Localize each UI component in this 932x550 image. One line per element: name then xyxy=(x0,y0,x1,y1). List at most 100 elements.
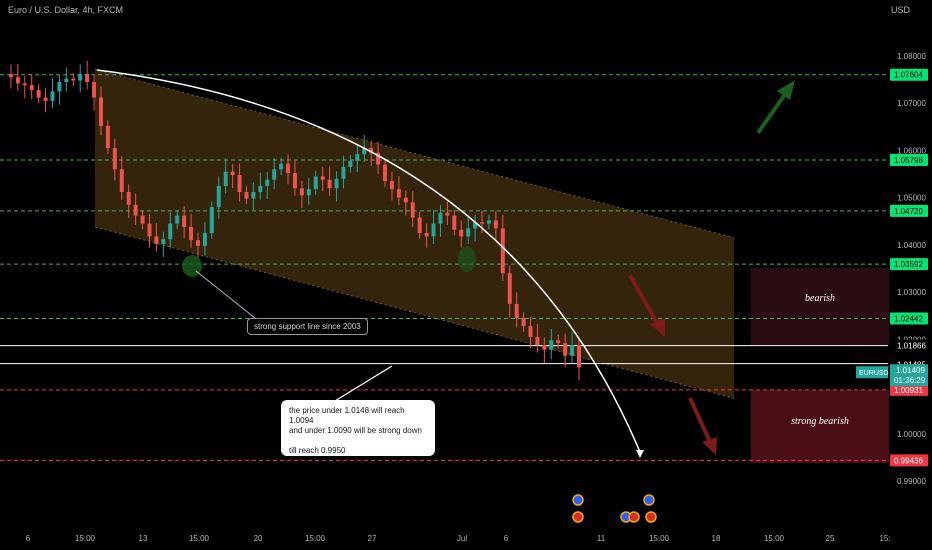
price-callout: the price under 1.0148 will reach 1.0094… xyxy=(281,400,435,456)
support-circle-right xyxy=(458,246,476,272)
candle-body xyxy=(133,204,138,216)
candle-body xyxy=(424,233,429,237)
candle-body xyxy=(265,179,270,186)
price-tick-label: 1.06000 xyxy=(897,146,926,155)
candle-body xyxy=(535,336,540,345)
currency-label[interactable]: USD xyxy=(890,5,910,15)
time-tick-label: 25 xyxy=(826,534,835,543)
candle-body xyxy=(348,160,353,167)
candle-body xyxy=(528,326,533,337)
candle-body xyxy=(98,97,103,126)
candle-body xyxy=(376,152,381,165)
candle-body xyxy=(147,223,152,237)
time-tick-label: 20 xyxy=(254,534,263,543)
red-level-badge: 1.00931 xyxy=(894,386,923,395)
candle-body xyxy=(577,345,581,368)
time-tick-label: 15:00 xyxy=(764,534,785,543)
time-tick-label: 15:00 xyxy=(75,534,96,543)
time-tick-label: 15:00 xyxy=(649,534,670,543)
channel-edges xyxy=(94,68,735,399)
green-level-badge-bg xyxy=(890,204,928,217)
candle-body xyxy=(43,97,48,101)
event-flag-icon xyxy=(572,494,584,506)
last-price-countdown: 01:36:29 xyxy=(894,376,926,385)
channel-upper-edge xyxy=(94,68,735,239)
candle-body xyxy=(292,173,297,189)
event-flag-icon xyxy=(628,511,640,523)
candle-body xyxy=(36,90,41,98)
candle-body xyxy=(556,340,561,344)
candle-body xyxy=(403,197,408,203)
green-level-badge: 1.03592 xyxy=(894,260,923,269)
time-tick-label: 6 xyxy=(504,534,509,543)
candle-body xyxy=(112,148,117,170)
candle-body xyxy=(8,73,13,78)
candle-body xyxy=(369,148,374,153)
candle-body xyxy=(299,188,304,196)
candle-body xyxy=(362,148,367,155)
candle-body xyxy=(168,223,173,240)
candle-body xyxy=(154,236,159,244)
candle-body xyxy=(64,78,69,82)
time-tick-label: 6 xyxy=(26,534,31,543)
candle-body xyxy=(459,229,464,237)
candle-body xyxy=(251,192,256,199)
strong-bearish-zone xyxy=(751,390,889,463)
level-badges: 1.07604 1.05798 1.04720 1.03592 1.02442 1.009… xyxy=(856,68,928,467)
candle-body xyxy=(313,176,318,190)
callout-line: and under 1.0090 will be strong down xyxy=(289,426,422,435)
strong-bearish-label: strong bearish xyxy=(791,416,849,427)
price-tick-label: 0.99000 xyxy=(897,477,926,486)
candle-body xyxy=(230,171,235,175)
red-down-arrow-icon xyxy=(628,274,665,337)
candle-body xyxy=(22,83,27,86)
time-tick-label: 13 xyxy=(139,534,148,543)
price-tick-label: 1.08000 xyxy=(897,52,926,61)
green-level-badge: 1.02442 xyxy=(894,314,923,323)
candle-body xyxy=(195,240,200,246)
time-tick-label: 18 xyxy=(712,534,721,543)
candle-body xyxy=(78,73,83,81)
candle-body xyxy=(105,125,110,149)
candle-body xyxy=(466,228,471,237)
candle-body xyxy=(493,220,498,229)
candle-body xyxy=(71,78,76,81)
candle-body xyxy=(452,215,457,230)
time-tick-label: 15:00 xyxy=(305,534,326,543)
time-tick-label: 27 xyxy=(368,534,377,543)
candle-body xyxy=(85,73,90,82)
candle-body xyxy=(480,222,485,224)
leader-lines xyxy=(195,270,393,405)
candle-body xyxy=(223,171,228,186)
white-level-badge: 1.01866 xyxy=(897,342,926,351)
candle-body xyxy=(389,181,394,190)
channel-lower-edge xyxy=(94,226,735,399)
event-flag-icon xyxy=(645,511,657,523)
candle-body xyxy=(473,222,478,229)
callout-line: till reach 0.9950 xyxy=(289,446,346,455)
event-flags xyxy=(572,494,657,523)
candle-body xyxy=(563,343,568,356)
projection-curve xyxy=(96,69,641,453)
green-level-badge: 1.05798 xyxy=(894,156,923,165)
bearish-label: bearish xyxy=(805,293,835,304)
candle-body xyxy=(182,215,187,227)
callout-leader-line xyxy=(329,365,393,405)
support-annotation-text: strong support line since 2003 xyxy=(254,322,361,331)
time-axis[interactable]: 6 15:00 13 15:00 20 15:00 27 Jul 6 11 15:00 18 15:00… xyxy=(26,534,891,543)
candle-body xyxy=(396,189,401,198)
candle-body xyxy=(140,215,145,224)
candle-body xyxy=(189,226,194,241)
candle-body xyxy=(15,77,20,84)
candle-body xyxy=(126,192,131,205)
bearish-zone xyxy=(751,268,889,345)
green-level-badge-bg xyxy=(890,153,928,166)
candle-body xyxy=(438,212,443,224)
candle-body xyxy=(521,318,526,327)
candle-body xyxy=(410,202,415,218)
candle-body xyxy=(417,217,422,234)
candle-body xyxy=(549,340,554,350)
time-tick-label: 11 xyxy=(597,534,606,543)
candle-body xyxy=(334,178,339,189)
